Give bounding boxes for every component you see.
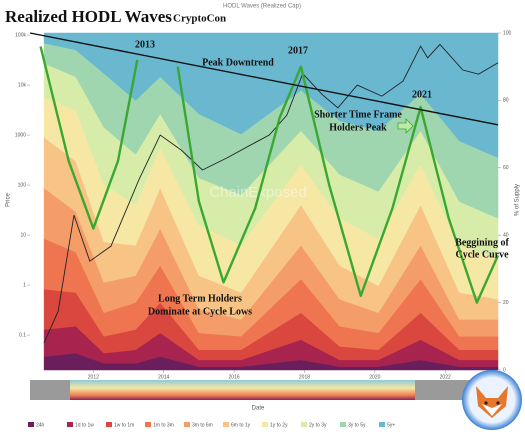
legend-swatch [106,422,112,427]
legend-label: 5y+ [387,422,395,428]
y2-tick-label: 100 [503,30,512,36]
y-tick-label: 10k [18,82,27,88]
y2-axis-label: % of Supply [515,184,521,216]
legend-label: 6m to 1y [231,422,251,428]
fox-muzzle [482,404,502,416]
legend-swatch [340,422,346,427]
y2-tick-label: 0 [503,367,506,373]
x-tick-label: 2016 [229,374,240,380]
chart-title: Realized HODL Waves [5,7,172,26]
trend-line [29,32,499,126]
fox-eye [496,401,500,405]
legend-swatch [301,422,307,427]
legend-label: 1d to 1w [75,422,94,428]
y2-tick-label: 60 [503,165,509,171]
hodl-band [43,32,499,159]
annotation: Dominate at Cycle Lows [148,306,252,317]
annotation: Peak Downtrend [202,57,274,68]
y-tick-label: 100k [15,32,26,38]
legend-swatch [145,422,151,427]
x-tick-label: 2020 [369,374,380,380]
x-tick-label: 2014 [158,374,169,380]
legend-swatch [184,422,190,427]
x-axis-label: Date [252,406,265,412]
chart-subtitle: HODL Waves (Realized Cap) [223,4,301,10]
legend-swatch [379,422,385,427]
annotation: 2013 [135,39,155,50]
y2-tick-label: 40 [503,233,509,239]
legend-label: 24h [36,422,45,428]
annotation: 2021 [412,89,432,100]
y-tick-label: 100 [18,182,27,188]
x-tick-label: 2012 [88,374,99,380]
fox-head [476,386,508,418]
fox-eye [484,401,488,405]
y-tick-label: 1 [23,282,26,288]
annotation: Shorter Time Frame [314,109,402,120]
y-tick-label: 10 [20,232,26,238]
x-tick-label: 2022 [440,374,451,380]
legend-label: 1w to 1m [114,422,134,428]
legend-label: 3m to 6m [192,422,213,428]
legend-label: 3y to 5y [348,422,366,428]
y-tick-label: 0.1 [19,332,26,338]
legend-swatch [28,422,34,427]
cycle-curve [176,65,500,304]
y-tick-label: 1000 [15,132,26,138]
annotation: Long Term Holders [158,293,242,304]
legend-swatch [223,422,229,427]
navigator [30,380,498,400]
legend-swatch [262,422,268,427]
y-axis-label: Price [6,193,12,207]
navigator-window [70,380,415,400]
watermark: ChainExposed [209,184,307,201]
annotation: Beggining of [455,237,509,248]
cycle-curve [39,46,139,230]
annotation: Cycle Curve [455,249,509,260]
legend-label: 2y to 3y [309,422,327,428]
x-tick-label: 2018 [299,374,310,380]
price-line [43,43,499,343]
annotation: 2017 [288,45,308,56]
legend-swatch [67,422,73,427]
annotation: Holders Peak [329,122,387,133]
fox-logo [462,370,522,430]
legend-label: 1m to 3m [153,422,174,428]
y2-tick-label: 80 [503,98,509,104]
y2-tick-label: 20 [503,300,509,306]
legend-label: 1y to 2y [270,422,288,428]
title-note: CryptoCon [173,13,226,25]
annotation-arrow [397,118,414,134]
